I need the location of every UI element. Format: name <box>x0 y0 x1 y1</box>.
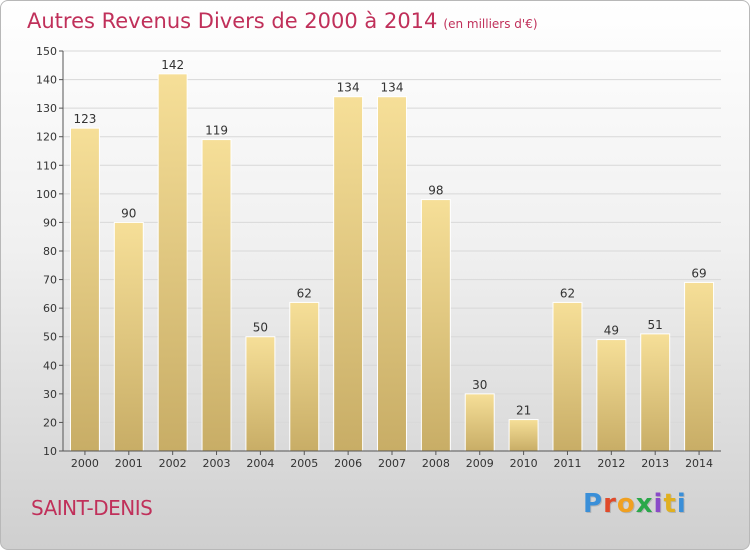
bar <box>69 127 100 452</box>
chart-title-unit: (en milliers d'€) <box>443 17 538 31</box>
x-tick-label: 2010 <box>510 457 538 470</box>
data-label: 119 <box>205 124 228 138</box>
x-tick-label: 2001 <box>115 457 143 470</box>
logo-letter: i <box>676 489 687 519</box>
y-tick-label: 60 <box>43 302 57 315</box>
x-tick-label: 2014 <box>685 457 713 470</box>
y-tick-label: 90 <box>43 216 57 229</box>
data-label: 21 <box>516 404 531 418</box>
x-tick-label: 2004 <box>246 457 274 470</box>
x-tick-label: 2000 <box>71 457 99 470</box>
x-tick-label: 2013 <box>641 457 669 470</box>
y-tick-label: 120 <box>36 131 57 144</box>
bar <box>640 333 671 452</box>
y-tick-label: 140 <box>36 74 57 87</box>
data-label: 69 <box>691 266 706 280</box>
y-tick-label: 130 <box>36 102 57 115</box>
data-label: 62 <box>297 286 312 300</box>
x-tick-label: 2006 <box>334 457 362 470</box>
x-tick-label: 2009 <box>466 457 494 470</box>
bar <box>377 96 407 452</box>
y-tick-label: 70 <box>43 274 57 287</box>
bar <box>289 301 320 452</box>
logo-letter: i <box>653 489 664 519</box>
bar <box>552 301 583 452</box>
x-tick-label: 2008 <box>422 457 450 470</box>
chart-title-text: Autres Revenus Divers de 2000 à 2014 <box>27 9 438 33</box>
data-label: 142 <box>161 58 184 72</box>
data-label: 30 <box>472 378 487 392</box>
data-label: 51 <box>648 318 663 332</box>
bar <box>245 336 276 452</box>
bar <box>333 96 364 452</box>
x-tick-label: 2002 <box>159 457 187 470</box>
data-label: 62 <box>560 286 575 300</box>
logo-letter: r <box>603 489 617 519</box>
y-tick-label: 20 <box>43 416 57 429</box>
bar <box>201 139 232 452</box>
bar <box>157 73 188 452</box>
data-label: 50 <box>253 321 268 335</box>
y-tick-label: 80 <box>43 245 57 258</box>
data-label: 134 <box>337 81 360 95</box>
x-tick-label: 2011 <box>553 457 581 470</box>
x-tick-label: 2007 <box>378 457 406 470</box>
logo-letter: P <box>583 489 604 519</box>
y-tick-label: 10 <box>43 445 57 458</box>
y-tick-label: 100 <box>36 188 57 201</box>
y-tick-label: 50 <box>43 331 57 344</box>
data-label: 134 <box>381 81 404 95</box>
data-label: 98 <box>428 184 443 198</box>
bar <box>508 419 539 452</box>
x-tick-label: 2003 <box>203 457 231 470</box>
logo-letter: o <box>616 489 636 519</box>
bar <box>420 199 451 452</box>
data-label: 49 <box>604 324 619 338</box>
y-tick-label: 30 <box>43 388 57 401</box>
place-name: SAINT-DENIS <box>31 496 153 520</box>
bar <box>464 393 495 452</box>
data-label: 123 <box>73 112 96 126</box>
y-tick-label: 150 <box>36 45 57 58</box>
y-tick-label: 40 <box>43 359 57 372</box>
chart-title: Autres Revenus Divers de 2000 à 2014 (en … <box>27 9 538 33</box>
x-tick-label: 2012 <box>597 457 625 470</box>
y-tick-label: 110 <box>36 159 57 172</box>
bar <box>596 339 627 452</box>
logo-letter: x <box>635 489 654 519</box>
data-label: 90 <box>121 206 136 220</box>
proxiti-logo: Proxiti <box>583 489 687 519</box>
x-tick-label: 2005 <box>290 457 318 470</box>
bar <box>113 221 144 452</box>
logo-letter: t <box>663 489 677 519</box>
bar <box>684 281 715 452</box>
